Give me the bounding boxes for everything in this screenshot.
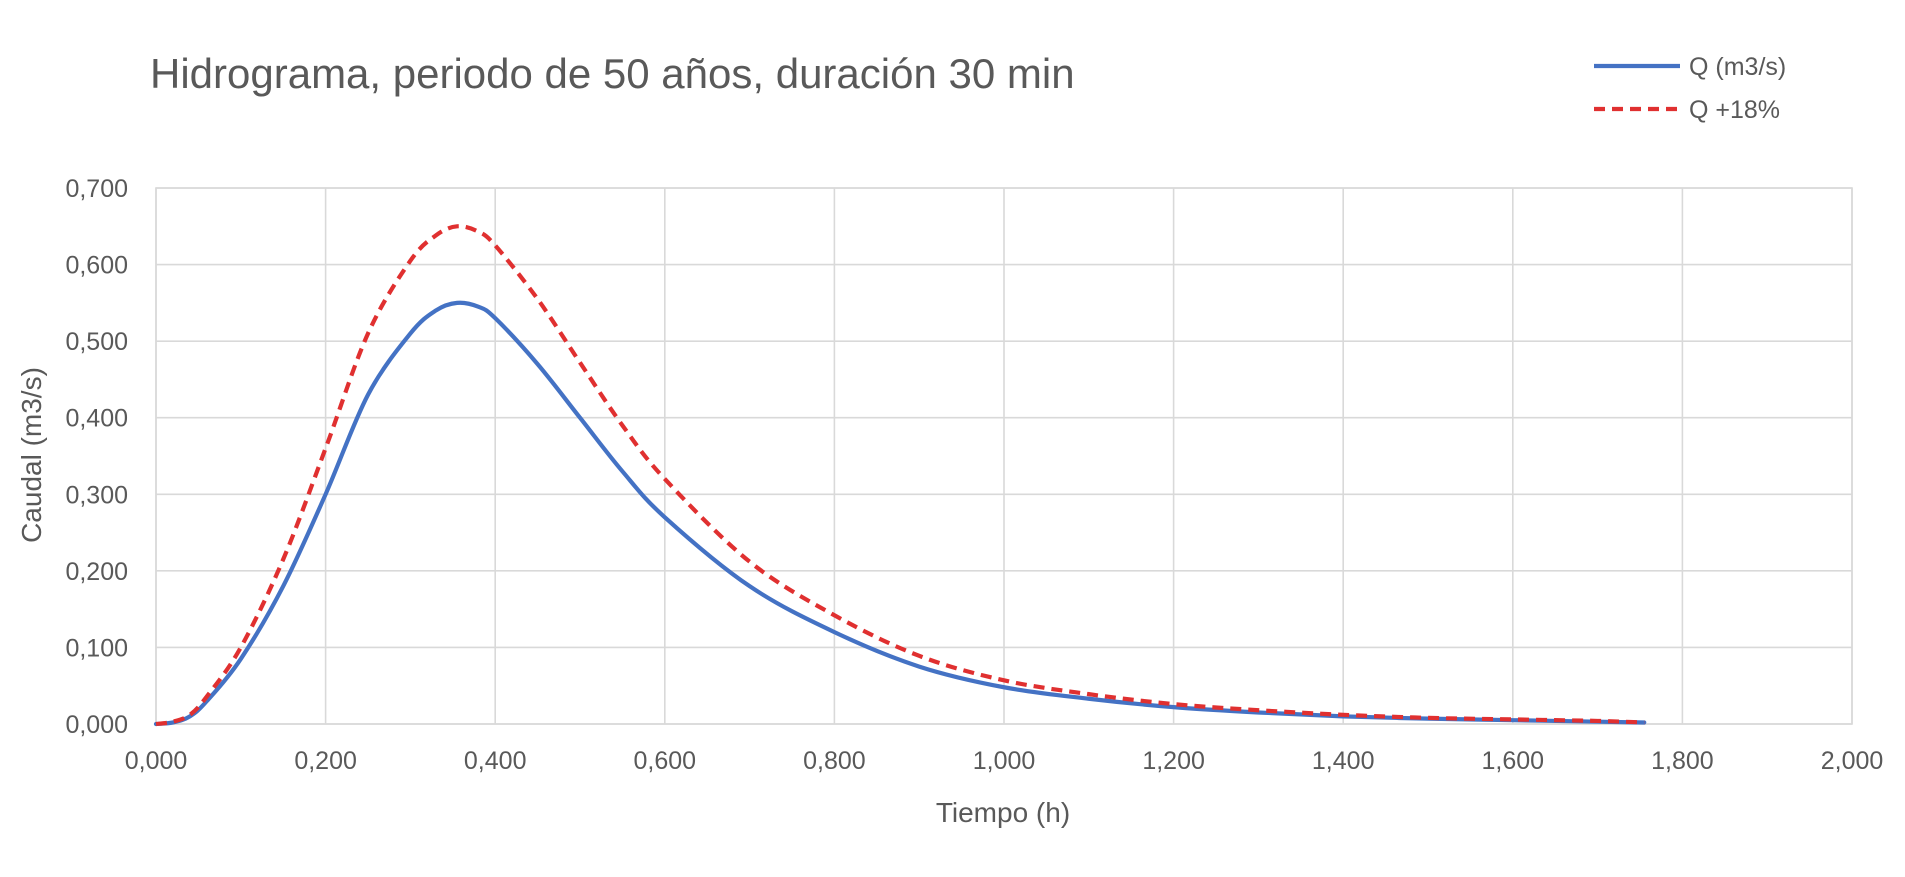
x-tick-label: 1,000	[973, 747, 1036, 775]
x-tick-label: 1,800	[1651, 747, 1714, 775]
y-axis-title: Caudal (m3/s)	[16, 367, 47, 543]
series-layer	[153, 224, 1647, 727]
x-tick-label: 1,600	[1482, 747, 1545, 775]
y-tick-label: 0,200	[65, 558, 128, 586]
grid-layer	[155, 187, 1853, 725]
y-tick-label: 0,000	[65, 711, 128, 739]
y-tick-label: 0,600	[65, 252, 128, 280]
tick-labels: 0,000 0,200 0,400 0,600 0,800 1,000 1,200 1,400…	[65, 175, 1883, 775]
x-tick-label: 0,000	[125, 747, 188, 775]
x-tick-label: 0,200	[294, 747, 357, 775]
plot-area-border	[155, 187, 1853, 725]
legend: Q (m3/s) Q +18%	[1594, 53, 1786, 124]
y-tick-label: 0,300	[65, 481, 128, 509]
x-tick-label: 1,200	[1142, 747, 1205, 775]
chart-title: Hidrograma, periodo de 50 años, duración…	[150, 50, 1075, 97]
y-tick-label: 0,400	[65, 405, 128, 433]
x-tick-label: 0,600	[634, 747, 697, 775]
x-tick-label: 1,400	[1312, 747, 1375, 775]
y-tick-label: 0,700	[65, 175, 128, 203]
x-tick-label: 0,400	[464, 747, 527, 775]
legend-label-1: Q +18%	[1689, 96, 1780, 124]
series-line-0	[153, 300, 1647, 727]
x-tick-label: 2,000	[1821, 747, 1884, 775]
y-tick-label: 0,500	[65, 328, 128, 356]
x-axis-title: Tiempo (h)	[936, 797, 1070, 828]
y-tick-label: 0,100	[65, 634, 128, 662]
series-line-1	[155, 224, 1645, 727]
legend-label-0: Q (m3/s)	[1689, 53, 1786, 81]
x-tick-label: 0,800	[803, 747, 866, 775]
